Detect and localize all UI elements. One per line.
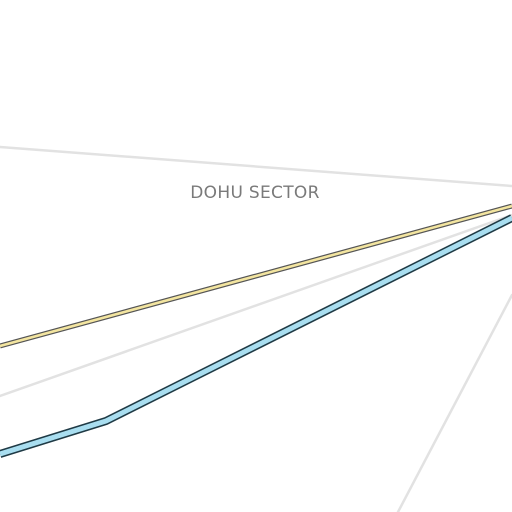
sector-label: DOHU SECTOR (190, 183, 319, 203)
minor-road[interactable] (0, 213, 512, 398)
highlight-route[interactable] (0, 203, 512, 349)
transit-line[interactable] (0, 214, 512, 458)
minor-road[interactable] (396, 293, 512, 512)
minor-roads (0, 145, 512, 512)
minor-road[interactable] (0, 145, 512, 188)
